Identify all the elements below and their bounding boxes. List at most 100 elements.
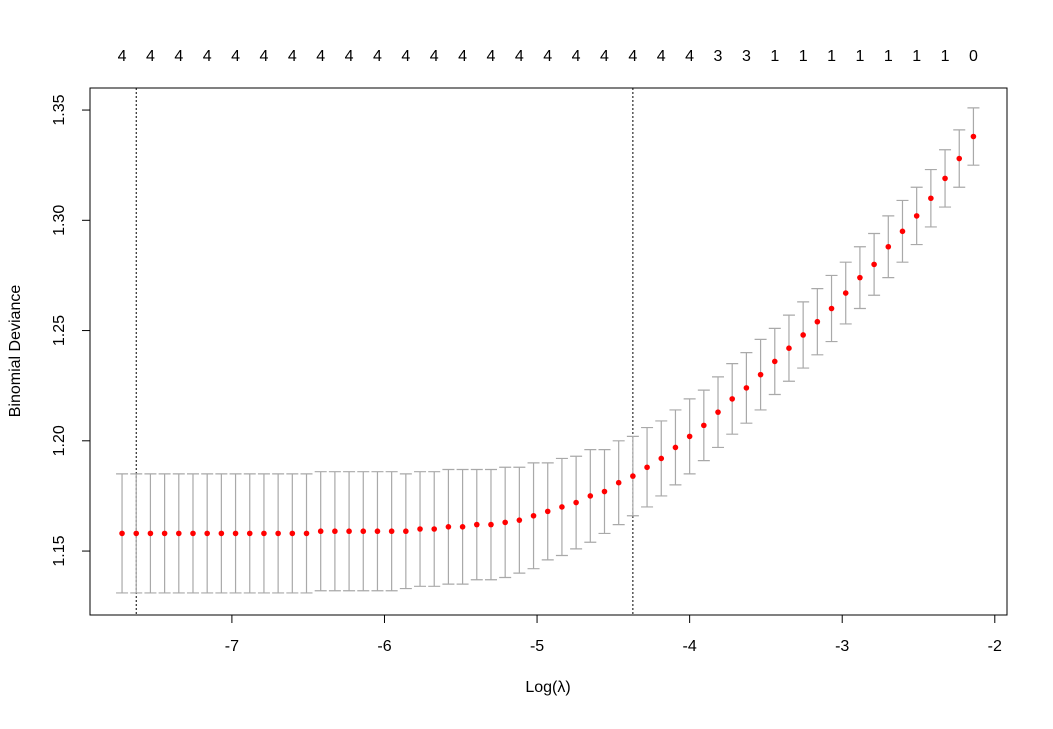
top-label: 4 xyxy=(203,48,212,65)
point xyxy=(814,318,821,325)
point xyxy=(701,422,707,429)
point xyxy=(403,528,409,535)
top-label: 1 xyxy=(941,48,950,65)
point xyxy=(473,521,480,528)
point xyxy=(502,519,508,526)
top-label: 4 xyxy=(458,48,467,65)
top-label: 4 xyxy=(685,48,694,65)
top-label: 4 xyxy=(628,48,637,65)
point xyxy=(374,528,381,535)
point xyxy=(771,358,778,365)
point xyxy=(842,290,849,296)
point xyxy=(119,530,125,537)
top-label: 4 xyxy=(373,48,382,65)
point xyxy=(928,195,934,202)
point xyxy=(360,528,367,535)
point xyxy=(176,530,182,537)
point xyxy=(715,409,721,415)
top-label: 4 xyxy=(118,48,127,65)
point xyxy=(615,479,622,486)
point xyxy=(573,499,579,506)
point xyxy=(601,488,608,495)
point xyxy=(218,530,225,537)
top-label: 4 xyxy=(600,48,609,65)
plot-frame xyxy=(89,87,1008,616)
point xyxy=(147,530,154,537)
point xyxy=(204,530,210,537)
point xyxy=(275,530,281,537)
top-label: 4 xyxy=(288,48,297,65)
top-label: 1 xyxy=(912,48,921,65)
point xyxy=(431,526,438,532)
point xyxy=(899,228,906,235)
top-label: 4 xyxy=(174,48,183,65)
top-label: 1 xyxy=(855,48,864,65)
top-label: 4 xyxy=(146,48,155,65)
point xyxy=(190,530,196,537)
y-tick-label: 1.25 xyxy=(51,315,68,346)
point xyxy=(332,528,338,535)
top-label: 3 xyxy=(742,48,751,65)
x-axis-label: Log(λ) xyxy=(525,679,570,696)
point xyxy=(956,155,963,162)
top-label: 4 xyxy=(515,48,524,65)
point xyxy=(488,521,494,528)
top-label: 0 xyxy=(969,48,978,65)
top-label: 4 xyxy=(487,48,496,65)
point xyxy=(516,517,523,523)
point xyxy=(587,493,594,499)
point xyxy=(417,526,423,532)
point xyxy=(743,385,750,391)
top-label: 4 xyxy=(345,48,354,65)
point xyxy=(544,508,551,515)
point xyxy=(885,243,892,250)
top-label: 1 xyxy=(827,48,836,65)
point xyxy=(246,530,253,537)
top-label: 4 xyxy=(657,48,666,65)
point xyxy=(828,305,835,312)
top-label: 4 xyxy=(259,48,268,65)
point xyxy=(672,444,679,451)
point xyxy=(161,530,168,537)
point xyxy=(303,530,310,537)
top-label: 4 xyxy=(231,48,240,65)
top-label: 4 xyxy=(543,48,552,65)
top-label: 1 xyxy=(884,48,893,65)
point xyxy=(261,530,267,537)
point xyxy=(970,133,977,140)
point xyxy=(133,530,140,537)
top-label: 1 xyxy=(770,48,779,65)
point xyxy=(317,528,324,535)
x-tick-label: -5 xyxy=(530,638,544,655)
point xyxy=(757,371,764,378)
top-label: 4 xyxy=(401,48,410,65)
top-label: 4 xyxy=(572,48,581,65)
x-tick-label: -6 xyxy=(377,638,391,655)
point xyxy=(729,396,736,402)
y-tick-label: 1.20 xyxy=(51,425,68,456)
point xyxy=(644,464,650,471)
y-tick-label: 1.15 xyxy=(51,535,68,566)
point xyxy=(530,512,537,519)
point xyxy=(913,213,920,219)
point xyxy=(658,455,665,462)
point xyxy=(630,473,636,479)
top-label: 3 xyxy=(714,48,723,65)
point xyxy=(857,274,863,281)
y-axis-label: Binomial Deviance xyxy=(7,285,24,418)
top-label: 1 xyxy=(799,48,808,65)
y-tick-label: 1.30 xyxy=(51,205,68,236)
point xyxy=(686,433,693,440)
point xyxy=(942,175,948,182)
x-tick-label: -7 xyxy=(225,638,239,655)
top-label: 4 xyxy=(316,48,325,65)
point xyxy=(559,504,565,510)
point xyxy=(388,528,395,535)
point xyxy=(289,530,296,537)
point xyxy=(232,530,239,537)
point xyxy=(459,523,466,530)
point xyxy=(346,528,352,535)
x-tick-label: -4 xyxy=(683,638,697,655)
